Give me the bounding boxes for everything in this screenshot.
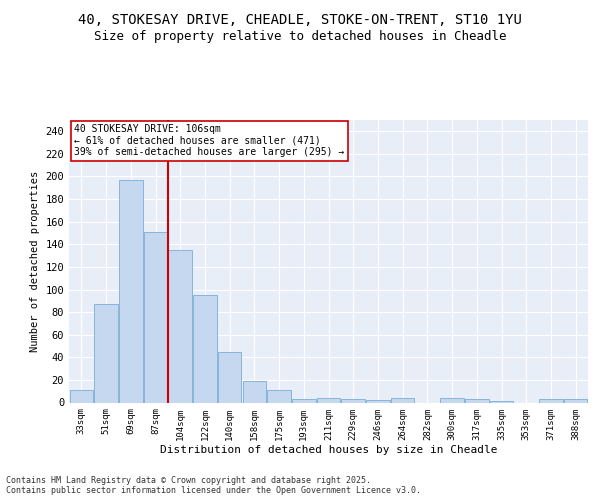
Bar [119, 180, 143, 402]
Bar [94, 304, 118, 402]
Bar [317, 398, 340, 402]
Text: 40, STOKESAY DRIVE, CHEADLE, STOKE-ON-TRENT, ST10 1YU: 40, STOKESAY DRIVE, CHEADLE, STOKE-ON-TR… [78, 12, 522, 26]
Bar [169, 250, 192, 402]
Y-axis label: Number of detached properties: Number of detached properties [30, 170, 40, 352]
Bar [366, 400, 389, 402]
Bar [465, 399, 488, 402]
Text: Contains HM Land Registry data © Crown copyright and database right 2025.
Contai: Contains HM Land Registry data © Crown c… [6, 476, 421, 495]
Bar [564, 399, 587, 402]
Bar [539, 399, 563, 402]
Bar [70, 390, 93, 402]
Bar [193, 295, 217, 403]
Bar [292, 399, 316, 402]
Bar [440, 398, 464, 402]
Text: 40 STOKESAY DRIVE: 106sqm
← 61% of detached houses are smaller (471)
39% of semi: 40 STOKESAY DRIVE: 106sqm ← 61% of detac… [74, 124, 344, 158]
Bar [268, 390, 291, 402]
Bar [144, 232, 167, 402]
Bar [341, 399, 365, 402]
Bar [391, 398, 415, 402]
Text: Size of property relative to detached houses in Cheadle: Size of property relative to detached ho… [94, 30, 506, 43]
Bar [242, 381, 266, 402]
Bar [218, 352, 241, 403]
X-axis label: Distribution of detached houses by size in Cheadle: Distribution of detached houses by size … [160, 445, 497, 455]
